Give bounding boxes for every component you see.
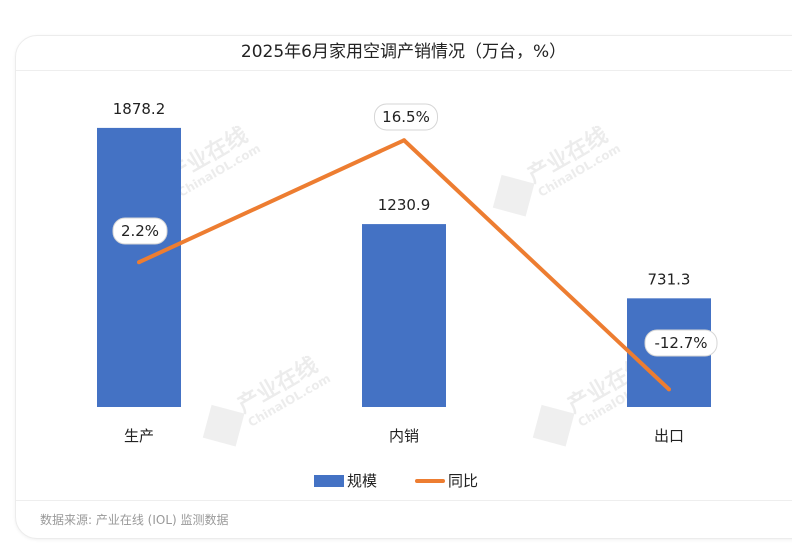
line-label: 2.2% bbox=[121, 222, 159, 240]
data-source: 数据来源: 产业在线 (IOL) 监测数据 bbox=[40, 513, 229, 527]
chart-title: 2025年6月家用空调产销情况（万台，%） bbox=[240, 42, 567, 62]
line-label: -12.7% bbox=[654, 334, 707, 352]
legend-label: 同比 bbox=[448, 472, 479, 490]
bar-label: 1878.2 bbox=[113, 100, 166, 118]
x-tick-label: 出口 bbox=[654, 427, 684, 445]
legend-swatch-bar bbox=[313, 474, 344, 487]
line-label-box bbox=[374, 103, 438, 131]
line-label-box bbox=[644, 329, 718, 357]
x-tick-label: 内销 bbox=[389, 427, 419, 445]
bar-1 bbox=[362, 224, 446, 407]
watermark-logo bbox=[202, 404, 245, 447]
bar-label: 1230.9 bbox=[378, 196, 431, 214]
legend: 规模 同比 bbox=[0, 470, 792, 491]
bar-0 bbox=[97, 127, 181, 408]
line-point-0 bbox=[137, 260, 141, 265]
legend-label: 规模 bbox=[346, 472, 377, 490]
x-tick-label: 生产 bbox=[124, 427, 154, 445]
bar-label: 731.3 bbox=[648, 270, 691, 288]
watermark-logo bbox=[532, 404, 575, 447]
legend-item-bar[interactable]: 规模 bbox=[313, 470, 377, 491]
footer-divider bbox=[16, 500, 792, 501]
line-label-box bbox=[112, 217, 168, 245]
line-point-2 bbox=[667, 387, 671, 392]
legend-item-line[interactable]: 同比 bbox=[415, 470, 478, 491]
watermark-logo bbox=[492, 174, 535, 217]
line-label: 16.5% bbox=[382, 108, 430, 126]
legend-swatch-line bbox=[415, 478, 445, 483]
line-point-1 bbox=[402, 138, 406, 143]
title-divider bbox=[16, 70, 792, 71]
